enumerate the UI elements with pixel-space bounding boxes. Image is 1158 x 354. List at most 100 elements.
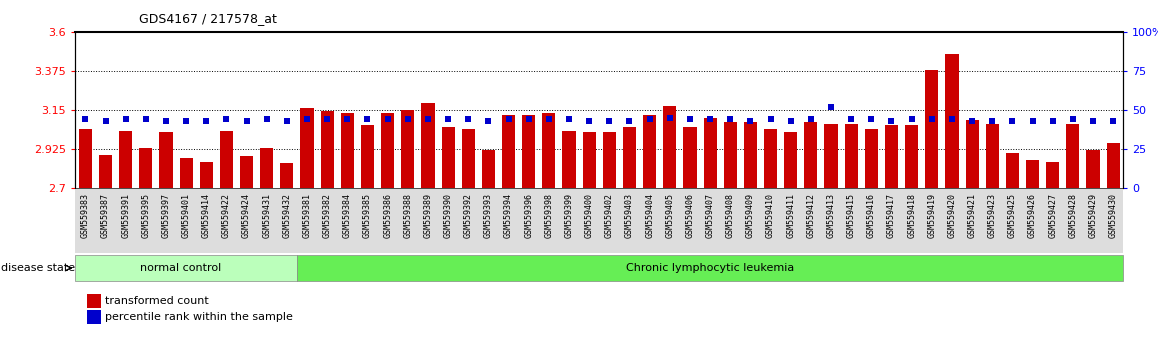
Point [640, 116, 659, 122]
Text: GSM559410: GSM559410 [767, 193, 775, 238]
Bar [1026, 160, 1039, 188]
Text: GSM559422: GSM559422 [222, 193, 230, 238]
Point [338, 116, 357, 122]
Bar [139, 148, 153, 188]
Text: GSM559396: GSM559396 [525, 193, 533, 238]
Point [1063, 116, 1082, 122]
Point [117, 116, 135, 122]
Text: GSM559408: GSM559408 [726, 193, 735, 238]
Text: GSM559397: GSM559397 [161, 193, 170, 238]
Point [761, 116, 779, 122]
Text: GSM559407: GSM559407 [705, 193, 714, 238]
Text: GSM559427: GSM559427 [1048, 193, 1057, 238]
Point [882, 118, 901, 124]
Text: GSM559432: GSM559432 [283, 193, 292, 238]
Point [540, 116, 558, 122]
Text: GSM559429: GSM559429 [1089, 193, 1098, 238]
Point [983, 118, 1002, 124]
Point [962, 118, 981, 124]
Text: GSM559405: GSM559405 [666, 193, 674, 238]
Bar [422, 103, 434, 188]
Text: GSM559393: GSM559393 [484, 193, 493, 238]
Bar [98, 155, 112, 188]
Bar [563, 131, 576, 188]
Point [681, 116, 699, 122]
Text: GSM559382: GSM559382 [323, 193, 331, 238]
Bar [462, 129, 475, 188]
Point [419, 116, 438, 122]
Bar [199, 162, 213, 188]
Bar [261, 148, 273, 188]
Bar [743, 122, 757, 188]
Bar [683, 127, 696, 188]
Text: GSM559389: GSM559389 [424, 193, 432, 238]
Point [1003, 118, 1021, 124]
Text: normal control: normal control [140, 263, 221, 273]
Point [1104, 118, 1122, 124]
Text: GSM559381: GSM559381 [302, 193, 312, 238]
Text: GSM559423: GSM559423 [988, 193, 997, 238]
Point [701, 116, 719, 122]
Text: GDS4167 / 217578_at: GDS4167 / 217578_at [139, 12, 277, 25]
Bar [220, 131, 233, 188]
Point [862, 116, 880, 122]
Text: GSM559395: GSM559395 [141, 193, 151, 238]
Bar [361, 125, 374, 188]
Bar [664, 106, 676, 188]
Text: GSM559398: GSM559398 [544, 193, 554, 238]
Bar [985, 124, 999, 188]
Bar [381, 113, 394, 188]
Text: GSM559383: GSM559383 [81, 193, 90, 238]
Bar [300, 108, 314, 188]
Bar [643, 115, 657, 188]
Text: GSM559425: GSM559425 [1007, 193, 1017, 238]
Text: GSM559399: GSM559399 [565, 193, 573, 238]
Point [923, 116, 941, 122]
Text: GSM559403: GSM559403 [625, 193, 633, 238]
Bar [340, 113, 354, 188]
Point [621, 118, 639, 124]
Text: GSM559416: GSM559416 [867, 193, 875, 238]
Text: Chronic lymphocytic leukemia: Chronic lymphocytic leukemia [626, 263, 794, 273]
Point [298, 116, 316, 122]
Bar [784, 132, 797, 188]
Bar [966, 120, 979, 188]
Text: GSM559421: GSM559421 [968, 193, 976, 238]
Bar [280, 164, 293, 188]
Text: GSM559388: GSM559388 [403, 193, 412, 238]
Bar [1107, 143, 1120, 188]
Bar [542, 113, 556, 188]
Point [782, 118, 800, 124]
Point [156, 118, 175, 124]
Point [137, 116, 155, 122]
Bar [623, 127, 636, 188]
Point [439, 116, 457, 122]
Point [801, 116, 820, 122]
Bar [75, 189, 1123, 253]
Point [318, 116, 337, 122]
Text: GSM559417: GSM559417 [887, 193, 896, 238]
Bar [296, 255, 1123, 281]
Bar [1067, 124, 1079, 188]
Bar [179, 158, 192, 188]
Point [358, 116, 376, 122]
Bar [482, 149, 494, 188]
Bar [945, 55, 959, 188]
Bar [240, 156, 254, 188]
Text: GSM559384: GSM559384 [343, 193, 352, 238]
Text: GSM559426: GSM559426 [1028, 193, 1038, 238]
Point [278, 118, 296, 124]
Text: GSM559415: GSM559415 [846, 193, 856, 238]
Point [1024, 118, 1042, 124]
Text: GSM559387: GSM559387 [101, 193, 110, 238]
Bar [704, 118, 717, 188]
Point [459, 116, 477, 122]
Text: GSM559411: GSM559411 [786, 193, 796, 238]
Text: GSM559414: GSM559414 [201, 193, 211, 238]
Point [499, 116, 518, 122]
Text: GSM559430: GSM559430 [1108, 193, 1117, 238]
Text: GSM559394: GSM559394 [504, 193, 513, 238]
Point [398, 116, 417, 122]
Text: GSM559390: GSM559390 [444, 193, 453, 238]
Bar [724, 122, 736, 188]
